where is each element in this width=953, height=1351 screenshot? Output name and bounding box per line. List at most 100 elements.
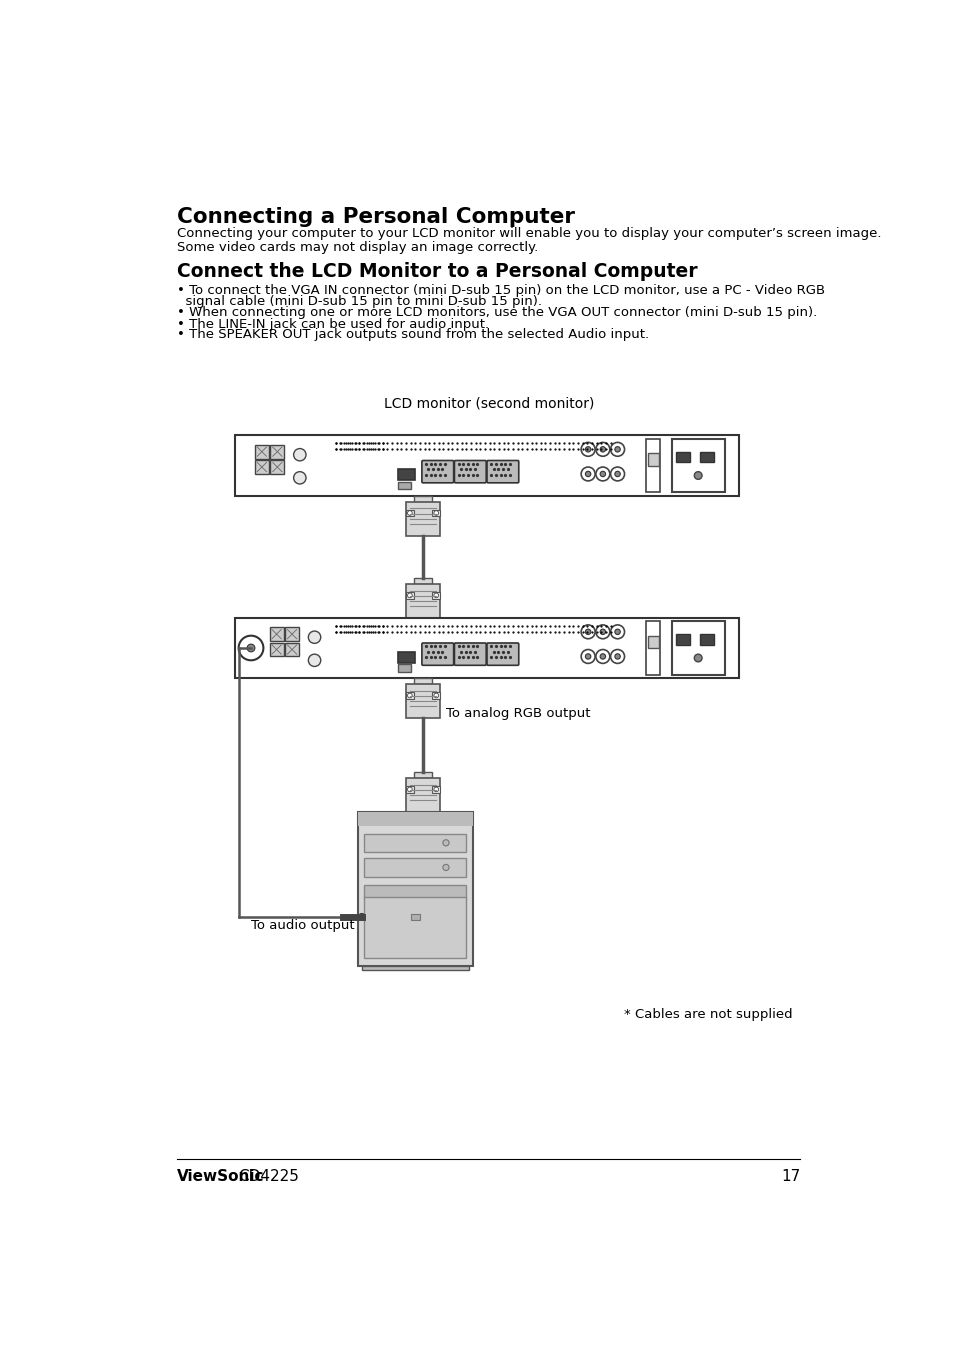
Bar: [699, 634, 713, 644]
Bar: [406, 592, 414, 598]
Text: • When connecting one or more LCD monitors, use the VGA OUT connector (mini D-su: • When connecting one or more LCD monito…: [177, 307, 817, 319]
Circle shape: [599, 654, 605, 659]
Text: Connect the LCD Monitor to a Personal Computer: Connect the LCD Monitor to a Personal Co…: [177, 262, 698, 281]
Circle shape: [294, 449, 306, 461]
Text: LCD monitor (second monitor): LCD monitor (second monitor): [383, 397, 594, 411]
Bar: [357, 812, 472, 966]
Circle shape: [358, 913, 365, 920]
Bar: [285, 627, 298, 642]
FancyBboxPatch shape: [414, 678, 432, 684]
Bar: [364, 834, 466, 852]
Circle shape: [694, 654, 701, 662]
Text: CD4225: CD4225: [237, 1169, 298, 1183]
FancyBboxPatch shape: [414, 496, 432, 501]
Circle shape: [585, 471, 590, 477]
Bar: [397, 482, 410, 489]
FancyBboxPatch shape: [406, 501, 439, 535]
Text: * Cables are not supplied: * Cables are not supplied: [623, 1008, 792, 1021]
Circle shape: [610, 442, 624, 457]
Bar: [647, 454, 658, 466]
Bar: [676, 634, 690, 644]
Bar: [364, 885, 466, 898]
Bar: [671, 439, 723, 493]
FancyBboxPatch shape: [414, 578, 432, 584]
Bar: [270, 461, 284, 474]
Text: • The LINE-IN jack can be used for audio input.: • The LINE-IN jack can be used for audio…: [177, 317, 489, 331]
Bar: [645, 439, 659, 493]
Circle shape: [599, 447, 605, 453]
Circle shape: [596, 467, 609, 481]
Bar: [285, 643, 298, 657]
Bar: [410, 913, 419, 920]
FancyBboxPatch shape: [414, 771, 432, 778]
Text: Connecting a Personal Computer: Connecting a Personal Computer: [177, 207, 575, 227]
Bar: [235, 435, 739, 496]
Bar: [406, 509, 414, 516]
Circle shape: [596, 650, 609, 663]
Bar: [364, 897, 466, 958]
Bar: [432, 509, 439, 516]
Circle shape: [434, 593, 438, 597]
Circle shape: [610, 467, 624, 481]
Text: signal cable (mini D-sub 15 pin to mini D-sub 15 pin).: signal cable (mini D-sub 15 pin to mini …: [177, 295, 542, 308]
Circle shape: [580, 442, 595, 457]
FancyBboxPatch shape: [454, 643, 486, 665]
Circle shape: [585, 654, 590, 659]
FancyBboxPatch shape: [486, 461, 518, 482]
Bar: [270, 643, 283, 657]
Circle shape: [615, 447, 619, 453]
Circle shape: [238, 636, 263, 661]
Circle shape: [615, 471, 619, 477]
Circle shape: [407, 593, 412, 597]
Circle shape: [442, 840, 449, 846]
Circle shape: [615, 630, 619, 635]
Bar: [432, 786, 439, 793]
Circle shape: [599, 630, 605, 635]
Circle shape: [247, 644, 254, 651]
Circle shape: [596, 626, 609, 639]
Bar: [235, 617, 739, 678]
Circle shape: [610, 650, 624, 663]
Text: To analog RGB output: To analog RGB output: [446, 707, 590, 720]
Circle shape: [615, 654, 619, 659]
Circle shape: [308, 631, 320, 643]
Circle shape: [596, 442, 609, 457]
FancyBboxPatch shape: [406, 778, 439, 812]
Bar: [361, 966, 468, 970]
Circle shape: [407, 788, 412, 792]
Circle shape: [407, 511, 412, 515]
Bar: [406, 786, 414, 793]
FancyBboxPatch shape: [406, 584, 439, 617]
Text: • To connect the VGA IN connector (mini D-sub 15 pin) on the LCD monitor, use a : • To connect the VGA IN connector (mini …: [177, 284, 824, 297]
Text: 17: 17: [781, 1169, 800, 1183]
Bar: [671, 621, 723, 676]
Circle shape: [434, 693, 438, 698]
Bar: [254, 461, 269, 474]
Bar: [645, 621, 659, 676]
Circle shape: [694, 471, 701, 480]
Circle shape: [610, 626, 624, 639]
FancyBboxPatch shape: [486, 643, 518, 665]
Circle shape: [294, 471, 306, 484]
Bar: [397, 469, 415, 480]
Circle shape: [407, 693, 412, 698]
Bar: [397, 665, 410, 671]
Text: Connecting your computer to your LCD monitor will enable you to display your com: Connecting your computer to your LCD mon…: [177, 227, 881, 239]
Bar: [254, 444, 269, 458]
Bar: [364, 858, 466, 877]
Circle shape: [442, 865, 449, 870]
Circle shape: [434, 788, 438, 792]
Bar: [397, 651, 415, 662]
Circle shape: [585, 447, 590, 453]
FancyBboxPatch shape: [454, 461, 486, 482]
Bar: [432, 692, 439, 698]
Bar: [357, 812, 472, 825]
Text: Some video cards may not display an image correctly.: Some video cards may not display an imag…: [177, 242, 538, 254]
Bar: [432, 592, 439, 598]
Circle shape: [580, 650, 595, 663]
Text: • The SPEAKER OUT jack outputs sound from the selected Audio input.: • The SPEAKER OUT jack outputs sound fro…: [177, 328, 649, 340]
Circle shape: [308, 654, 320, 666]
Bar: [270, 444, 284, 458]
Text: To audio output: To audio output: [251, 919, 355, 932]
FancyBboxPatch shape: [421, 643, 454, 665]
